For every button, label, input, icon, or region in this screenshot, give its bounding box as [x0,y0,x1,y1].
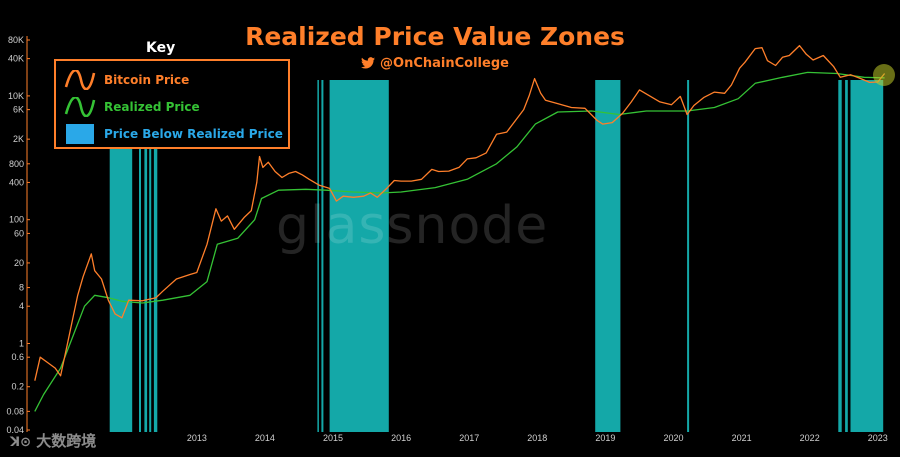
y-tick-label: 10K [8,91,24,101]
zone-5 [317,80,319,432]
y-tick-label: 100 [9,215,24,225]
series-layer [34,44,886,412]
footer-watermark-text: 大数跨境 [36,432,97,450]
orange-wave-icon [64,70,96,90]
zone-0 [109,80,133,432]
x-tick-label: 2021 [732,433,752,443]
x-axis-ticks: 2013 2014 2015 2016 2017 2018 2019 2020 2021 2022… [187,433,888,443]
y-tick-label: 6K [13,105,24,115]
footer-logo-icon: ꓘ⊙ [10,435,31,450]
y-tick-label: 800 [9,159,24,169]
blue-square-icon [66,124,94,144]
y-tick-label: 40K [8,54,24,64]
zone-6 [321,80,324,432]
zone-10 [838,80,842,432]
green-wave-icon [64,97,96,117]
x-tick-label: 2014 [255,433,275,443]
y-tick-label: 80K [8,35,24,45]
twitter-handle-text: @OnChainCollege [380,56,509,71]
y-tick-label: 1 [19,338,24,348]
y-tick-label: 4 [19,301,24,311]
legend-label-bitcoin-price: Bitcoin Price [104,73,190,87]
footer-watermark: ꓘ⊙ 大数跨境 [10,430,96,451]
zone-9 [687,80,690,432]
x-tick-label: 2019 [595,433,615,443]
zone-12 [850,80,884,432]
legend-item-bitcoin-price: Bitcoin Price [64,69,189,91]
zone-4 [153,80,158,432]
y-axis-ticks: 80K 40K 10K 6K 2K 800 400 100 60 20 8 4 1 0.6 0.2 0.08 0… [6,35,30,435]
series-bitcoin-price [34,44,886,381]
x-tick-label: 2015 [323,433,343,443]
zone-11 [845,80,848,432]
twitter-bird-icon [361,57,376,69]
x-tick-label: 2022 [800,433,820,443]
y-tick-label: 8 [19,283,24,293]
x-tick-label: 2023 [868,433,888,443]
zone-8 [595,80,621,432]
below-realized-zones [109,80,884,432]
x-tick-label: 2016 [391,433,411,443]
x-tick-label: 2013 [187,433,207,443]
legend-label-price-below-realized: Price Below Realized Price [104,127,283,141]
chart-title: Realized Price Value Zones [245,22,625,51]
y-tick-label: 60 [14,228,24,238]
x-tick-label: 2017 [459,433,479,443]
glassnode-watermark: glassnode [276,196,549,256]
twitter-handle: @OnChainCollege [0,56,870,71]
x-tick-label: 2020 [663,433,683,443]
y-tick-label: 0.2 [11,382,24,392]
x-tick-label: 2018 [527,433,547,443]
zone-2 [144,80,148,432]
y-tick-label: 0.08 [6,406,24,416]
zone-7 [329,80,389,432]
y-tick-label: 0.6 [11,352,24,362]
y-tick-label: 20 [14,258,24,268]
current-price-highlight [873,64,895,86]
legend-item-realized-price: Realized Price [64,96,200,118]
zone-1 [139,80,141,432]
legend-item-price-below-realized: Price Below Realized Price [64,123,283,145]
y-tick-label: 2K [13,134,24,144]
y-tick-label: 0.04 [6,425,24,435]
legend-label-realized-price: Realized Price [104,100,200,114]
y-tick-label: 400 [9,177,24,187]
series-realized-price [34,71,885,412]
legend-box: Bitcoin Price Realized Price Price Below… [54,59,290,149]
key-title: Key [146,40,176,56]
zone-3 [149,80,152,432]
